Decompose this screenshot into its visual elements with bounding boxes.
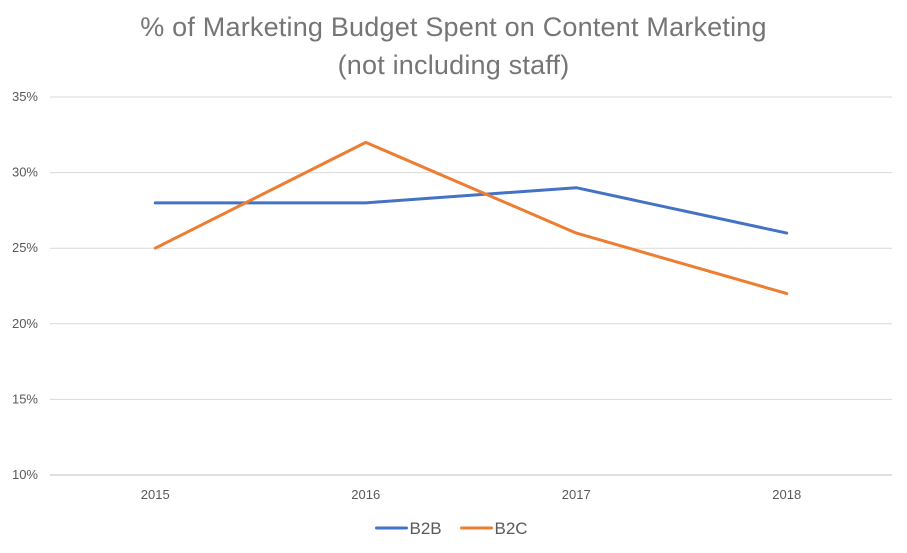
x-tick-label: 2016 [351,487,380,502]
x-tick-label: 2017 [562,487,591,502]
y-tick-label: 25% [12,240,38,255]
y-tick-label: 35% [12,89,38,104]
legend-label-b2b: B2B [410,519,442,538]
series-line-b2c [153,140,789,296]
y-axis-ticks: 10% 15% 20% 25% 30% 35% [12,89,38,482]
y-tick-label: 30% [12,165,38,180]
series-line-b2b [153,186,789,235]
gridlines [50,96,892,476]
y-tick-label: 10% [12,467,38,482]
legend: B2B B2C [375,519,528,538]
y-tick-label: 15% [12,391,38,406]
chart-subtitle: (not including staff) [337,50,570,80]
x-axis-ticks: 2015 2016 2017 2018 [141,487,801,502]
legend-label-b2c: B2C [495,519,528,538]
x-tick-label: 2015 [141,487,170,502]
chart-title: % of Marketing Budget Spent on Content M… [140,12,767,42]
x-tick-label: 2018 [772,487,801,502]
y-tick-label: 20% [12,316,38,331]
series-lines [153,140,789,296]
